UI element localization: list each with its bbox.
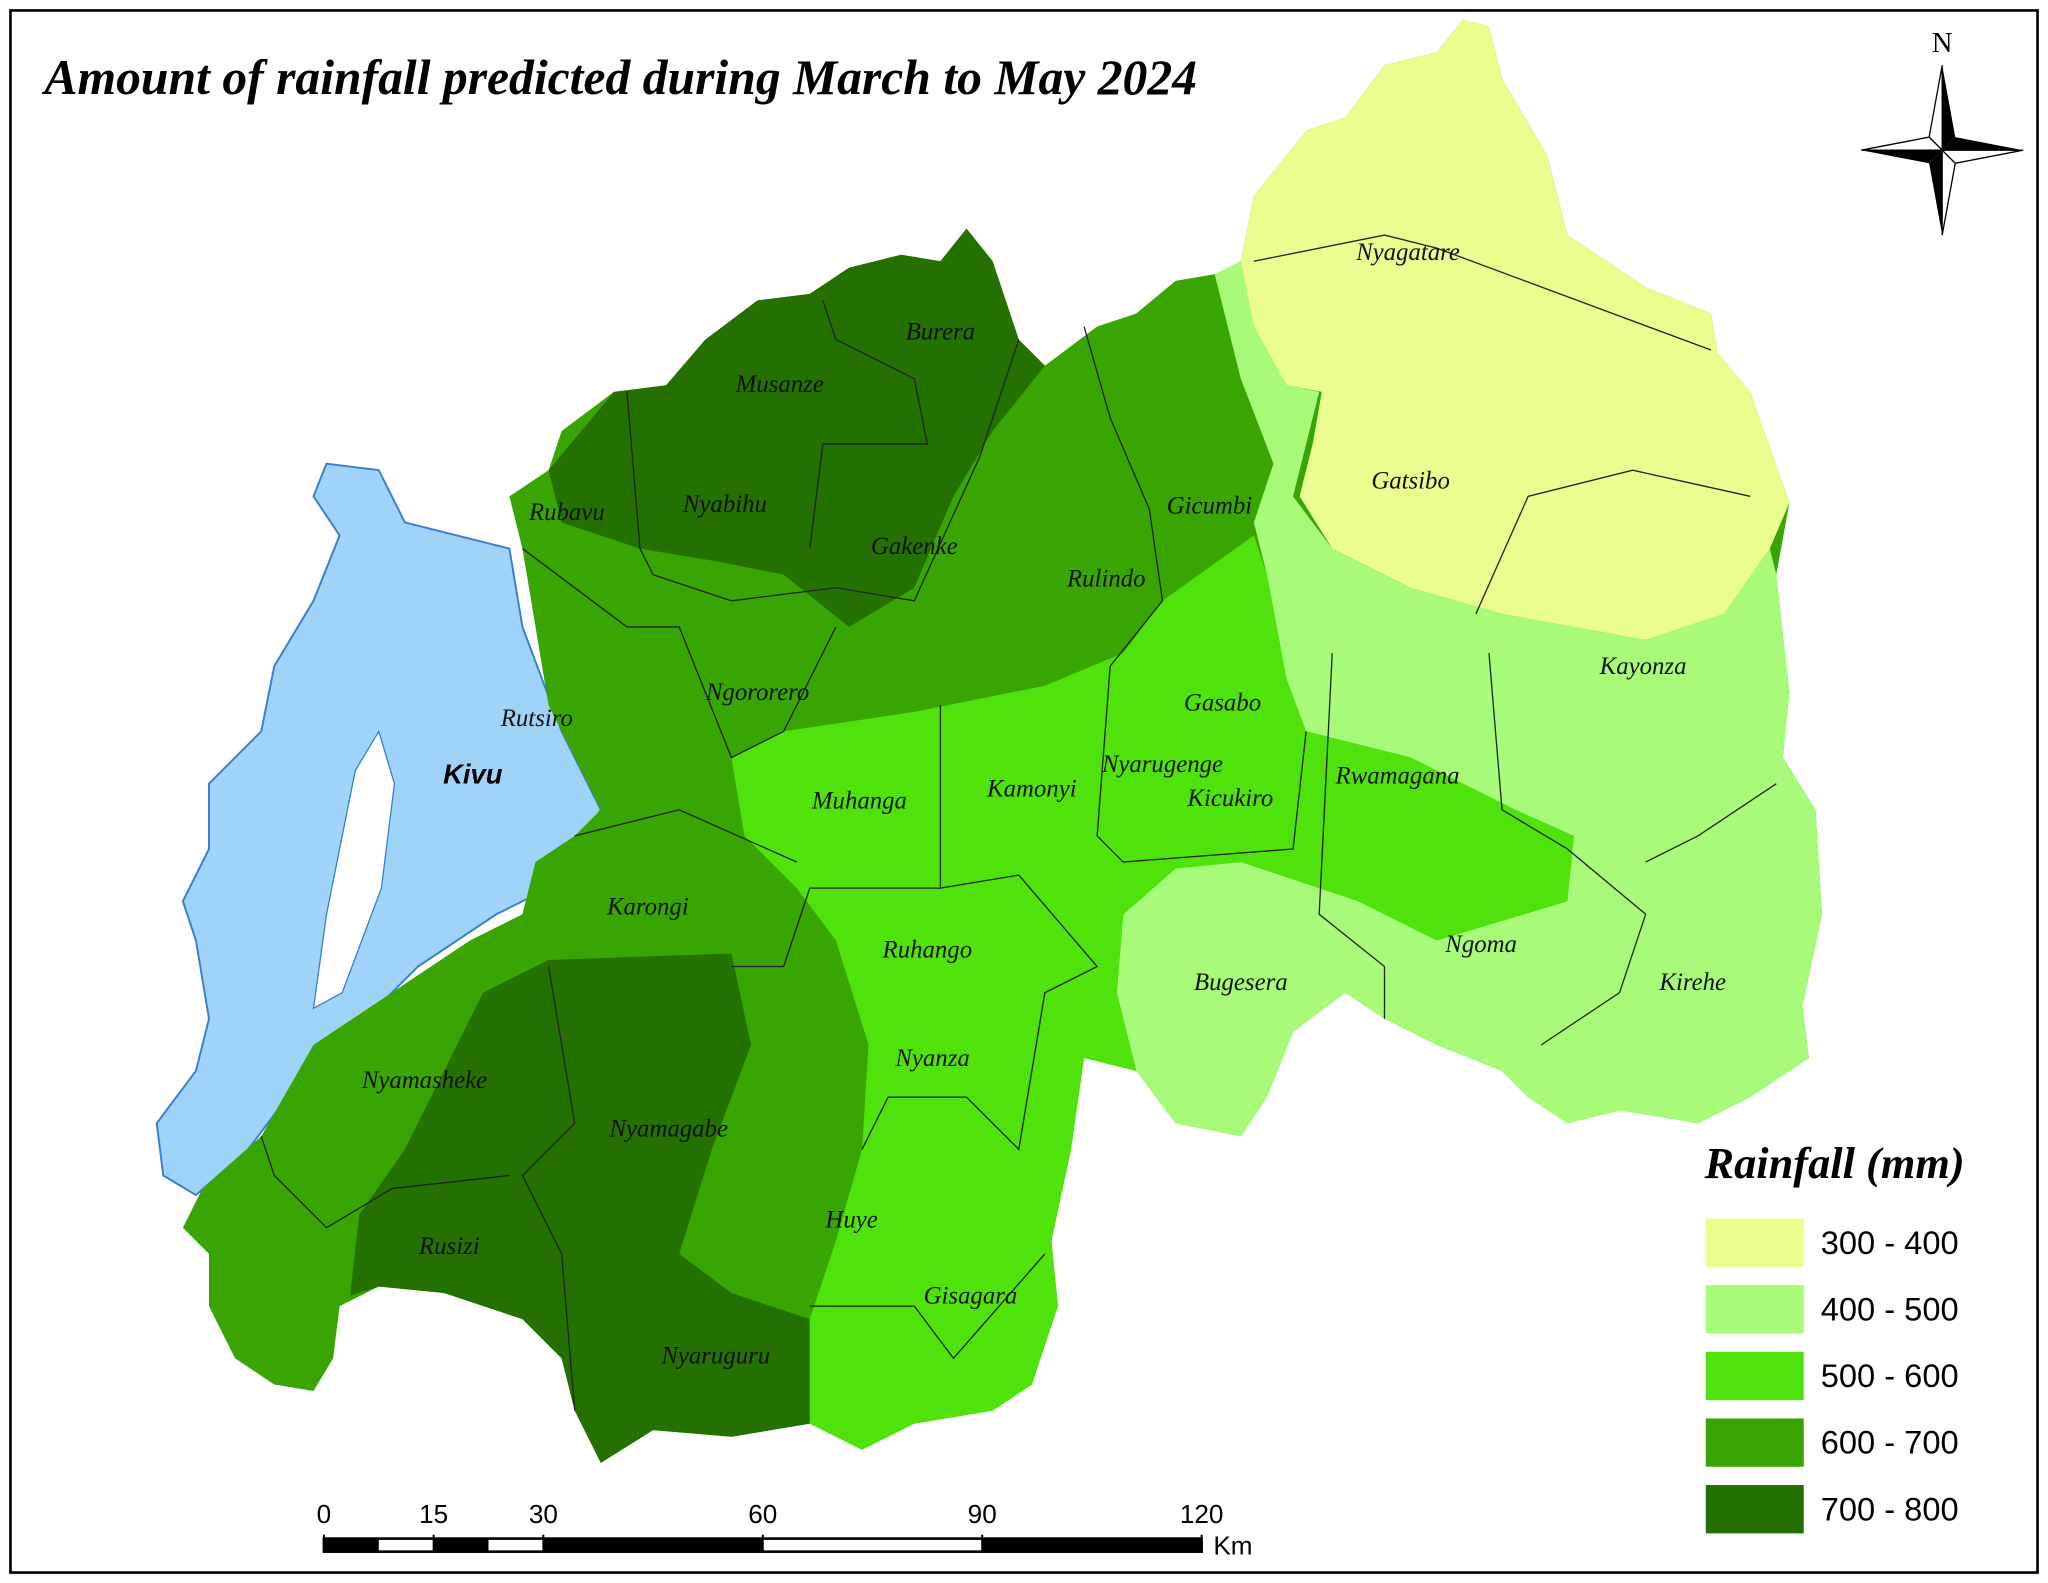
legend-title: Rainfall (mm) bbox=[1703, 1138, 1964, 1188]
rain-zone bbox=[548, 228, 1045, 627]
legend-swatch bbox=[1705, 1418, 1804, 1467]
legend-label: 400 - 500 bbox=[1821, 1290, 1959, 1327]
district-label: Gakenke bbox=[871, 533, 958, 560]
legend-swatch bbox=[1705, 1351, 1804, 1401]
scale-unit: Km bbox=[1213, 1530, 1252, 1560]
district-label: Gatsibo bbox=[1371, 467, 1450, 494]
legend-swatch bbox=[1705, 1285, 1804, 1334]
district-label: Bugesera bbox=[1194, 969, 1288, 996]
district-label: Nyagatare bbox=[1355, 239, 1460, 266]
district-label: Gasabo bbox=[1184, 690, 1261, 717]
rain-zone bbox=[350, 953, 810, 1463]
rain-zone bbox=[1116, 261, 1823, 1137]
scale-tick-label: 60 bbox=[748, 1499, 777, 1529]
district-label: Muhanga bbox=[811, 787, 907, 814]
scale-tick-label: 90 bbox=[968, 1499, 997, 1529]
legend-swatch bbox=[1705, 1485, 1804, 1534]
district-label: Kirehe bbox=[1658, 969, 1726, 996]
district-label: Nyamagabe bbox=[609, 1115, 728, 1142]
lake-label: Kivu bbox=[443, 759, 503, 790]
scale-tick-label: 30 bbox=[529, 1499, 558, 1529]
district-label: Ngoma bbox=[1444, 931, 1517, 958]
scale-segment bbox=[323, 1538, 379, 1552]
scale-tick-label: 15 bbox=[419, 1499, 448, 1529]
legend-label: 500 - 600 bbox=[1821, 1357, 1959, 1394]
north-label: N bbox=[1932, 27, 1953, 59]
district-label: Ngororero bbox=[705, 679, 809, 706]
district-label: Rubavu bbox=[528, 499, 605, 526]
legend-label: 600 - 700 bbox=[1821, 1424, 1959, 1461]
district-label: Nyamasheke bbox=[361, 1067, 487, 1094]
north-arrow: N bbox=[1861, 27, 2024, 236]
scale-tick-label: 120 bbox=[1180, 1499, 1224, 1529]
legend-label: 700 - 800 bbox=[1821, 1490, 1959, 1527]
district-label: Kicukiro bbox=[1186, 785, 1273, 812]
district-label: Rwamagana bbox=[1335, 763, 1460, 790]
district-label: Nyanza bbox=[894, 1045, 969, 1072]
district-label: Ruhango bbox=[882, 936, 973, 963]
district-label: Musanze bbox=[735, 371, 824, 398]
rain-zone bbox=[1240, 19, 1790, 640]
map-title: Amount of rainfall predicted during Marc… bbox=[41, 50, 1197, 105]
district-label: Kayonza bbox=[1599, 653, 1687, 680]
island bbox=[312, 729, 396, 1010]
district-label: Huye bbox=[824, 1207, 877, 1234]
district-label: Burera bbox=[906, 319, 975, 346]
district-label: Rutsiro bbox=[500, 705, 573, 732]
district-label: Nyaruguru bbox=[660, 1343, 770, 1370]
district-label: Rulindo bbox=[1066, 565, 1146, 592]
scale-segment bbox=[543, 1538, 763, 1552]
district-label: Gisagara bbox=[924, 1282, 1018, 1309]
district-label: Gicumbi bbox=[1167, 492, 1253, 519]
legend: 300 - 400 400 - 500 500 - 600 600 - 700 700 … bbox=[1705, 1218, 1959, 1534]
district-label: Nyabihu bbox=[682, 491, 767, 518]
district-label: Kamonyi bbox=[986, 776, 1077, 803]
scale-tick-label: 0 bbox=[317, 1499, 332, 1529]
scale-segment bbox=[982, 1538, 1202, 1552]
district-boundaries bbox=[260, 234, 1777, 1411]
scale-segment bbox=[433, 1538, 489, 1552]
district-label: Nyarugenge bbox=[1101, 751, 1223, 778]
legend-swatch bbox=[1705, 1218, 1804, 1267]
district-label: Karongi bbox=[606, 893, 689, 920]
district-label: Rusizi bbox=[418, 1233, 480, 1260]
legend-label: 300 - 400 bbox=[1821, 1224, 1959, 1261]
rain-zone bbox=[731, 535, 1574, 1450]
